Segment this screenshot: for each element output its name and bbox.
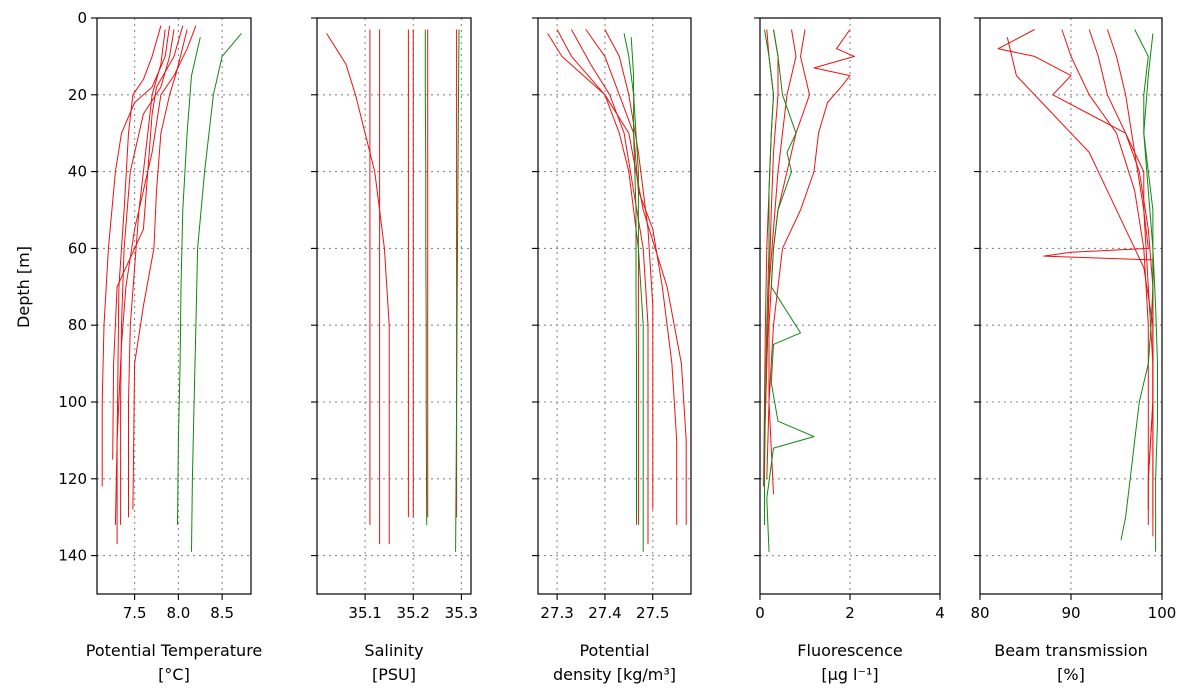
profile-line-red-3	[547, 33, 687, 525]
y-axis-label-group: Depth [m]	[14, 246, 33, 328]
panel-beam: 80 90 100 Beam transmission [%]	[970, 17, 1177, 684]
y-tick-label: 80	[68, 316, 87, 334]
profile-line-red-3	[120, 29, 175, 525]
profile-line-green-7	[1143, 33, 1158, 552]
panel-density: 27.3 27.4 27.5 Potential density [kg/m³]	[532, 17, 692, 684]
profile-line-green-6	[766, 29, 815, 552]
y-tick-label: 100	[58, 393, 87, 411]
panel-frame	[316, 17, 472, 595]
x-axis-label-line1: Beam transmission	[994, 641, 1148, 660]
profile-line-red-2	[768, 29, 810, 495]
x-tick-label: 8.0	[166, 604, 190, 622]
profile-line-red-1	[326, 33, 390, 545]
profile-line-red-5	[1106, 29, 1154, 537]
x-axis-label-line1: Salinity	[364, 641, 423, 660]
panel-frame	[537, 17, 692, 595]
profile-line-green-7	[764, 29, 774, 525]
profile-line-red-2	[571, 29, 649, 545]
y-tick-label: 140	[58, 547, 87, 565]
panel-fluorescence: 0 2 4 Fluorescence [µg l⁻¹]	[754, 17, 945, 684]
x-axis-label-line2: density [kg/m³]	[553, 665, 676, 684]
y-tick-label: 20	[68, 86, 87, 104]
x-tick-label: 27.3	[540, 604, 573, 622]
x-tick-label: 4	[935, 604, 945, 622]
x-axis-label-line2: [µg l⁻¹]	[821, 665, 878, 684]
x-tick-label: 8.5	[210, 604, 234, 622]
y-tick-label: 120	[58, 470, 87, 488]
y-tick-label: 40	[68, 163, 87, 181]
profile-line-green-8	[424, 29, 428, 525]
profile-line-red-4	[585, 29, 678, 525]
profile-line-green-9	[455, 29, 460, 552]
x-tick-label: 35.3	[445, 604, 478, 622]
x-tick-label: 35.2	[397, 604, 430, 622]
profile-line-red-2	[1006, 37, 1154, 479]
profile-line-green-8	[191, 33, 242, 552]
x-tick-label: 90	[1061, 604, 1080, 622]
x-tick-label: 100	[1148, 604, 1177, 622]
y-axis-label: Depth [m]	[14, 246, 33, 328]
x-tick-label: 35.1	[348, 604, 381, 622]
x-tick-label: 27.4	[588, 604, 621, 622]
x-tick-label: 2	[845, 604, 855, 622]
profile-line-red-5	[604, 29, 654, 510]
x-tick-label: 0	[755, 604, 765, 622]
profile-line-red-3	[1061, 29, 1149, 510]
panel-salinity: 35.1 35.2 35.3 Salinity [PSU]	[311, 17, 478, 684]
profile-line-red-6	[132, 29, 188, 510]
x-tick-label: 27.5	[636, 604, 669, 622]
y-tick-label: 0	[77, 9, 87, 27]
panel-temperature: 7.5 8.0 8.5 0 20 40 60 80 100 120 140 Potential Tem…	[58, 9, 262, 684]
profile-line-red-7	[114, 25, 197, 525]
x-axis-label-line2: [PSU]	[372, 665, 416, 684]
x-axis-label-line1: Potential Temperature	[86, 641, 263, 660]
profile-line-red-1	[766, 29, 855, 479]
y-tick-label: 60	[68, 239, 87, 257]
profile-line-red-1	[556, 29, 639, 525]
profile-line-green-9	[177, 37, 201, 525]
profile-line-green-6	[623, 33, 644, 552]
profile-line-red-1	[997, 29, 1154, 525]
x-axis-label-line1: Potential	[579, 641, 649, 660]
profile-line-green-7	[630, 37, 637, 525]
x-axis-label-line2: [%]	[1057, 665, 1085, 684]
profile-line-green-6	[1120, 29, 1154, 541]
panel-frame	[96, 17, 252, 595]
x-tick-label: 7.5	[123, 604, 147, 622]
x-tick-label: 80	[970, 604, 989, 622]
profile-line-red-1	[116, 25, 162, 545]
x-axis-label-line1: Fluorescence	[797, 641, 902, 660]
x-axis-label-line2: [°C]	[158, 665, 190, 684]
